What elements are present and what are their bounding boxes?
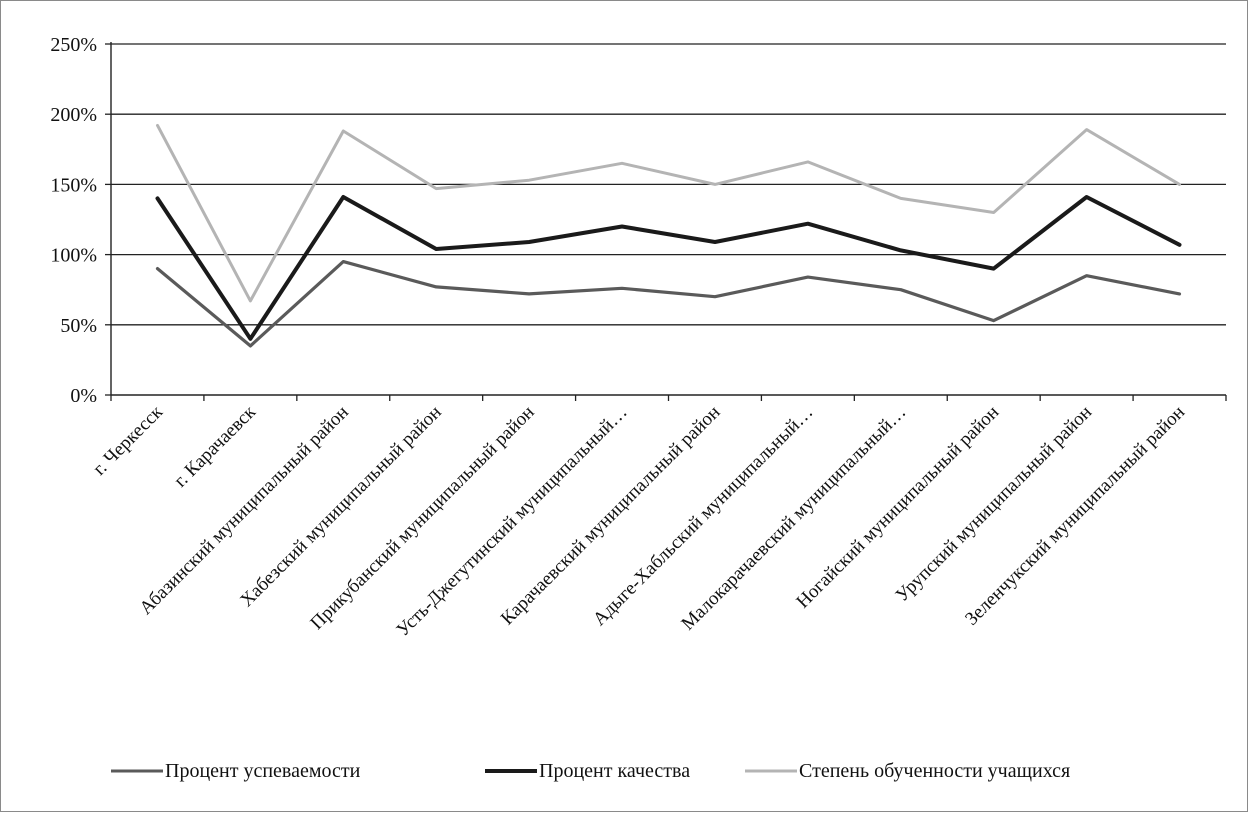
series-line (158, 197, 1180, 339)
series-line (158, 125, 1180, 301)
legend: Процент успеваемости Процент качества Степ… (111, 760, 1070, 782)
series-line (158, 262, 1180, 346)
y-tick-label: 0% (70, 385, 97, 407)
y-tick-label: 150% (50, 174, 97, 196)
y-tick-label: 250% (50, 34, 97, 56)
x-tick-label: Хабезский муниципальный район (236, 402, 445, 611)
legend-label: Процент успеваемости (165, 760, 361, 782)
legend-label: Степень обученности учащихся (799, 760, 1070, 782)
x-tick-label: г. Черкесск (89, 401, 167, 479)
y-tick-label: 50% (60, 315, 97, 337)
y-axis-ticks: 0% 50% 100% 150% 200% 250% (50, 34, 111, 407)
series-lines (157, 125, 1179, 346)
gridlines (111, 44, 1226, 325)
legend-label: Процент качества (539, 760, 690, 782)
x-tick-label: Урупский муниципальный район (892, 402, 1096, 606)
y-tick-label: 100% (50, 245, 97, 267)
y-tick-label: 200% (50, 104, 97, 126)
x-tick-label: Ногайский муниципальный район (792, 402, 1003, 613)
x-tick-label: г. Карачаевск (170, 401, 260, 491)
x-tick-label: Абазинский муниципальный район (136, 402, 353, 619)
